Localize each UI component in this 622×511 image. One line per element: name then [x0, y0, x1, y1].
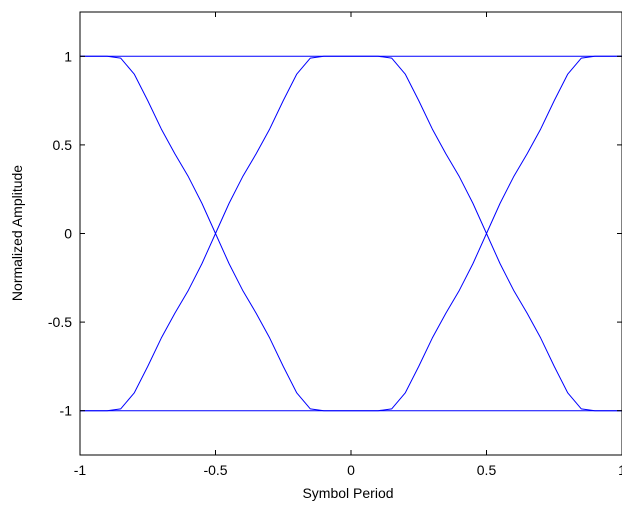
- x-axis-label: Symbol Period: [302, 485, 393, 501]
- y-tick-label: 0: [64, 226, 72, 242]
- x-tick-label: 0: [347, 462, 355, 478]
- x-tick-label: -1: [74, 462, 87, 478]
- x-tick-label: -0.5: [203, 462, 227, 478]
- y-tick-label: -1: [60, 403, 73, 419]
- x-tick-label: 0.5: [477, 462, 497, 478]
- y-tick-label: 0.5: [53, 137, 73, 153]
- series-layer: [80, 55, 622, 412]
- plot-background: [80, 12, 622, 455]
- tick-layer: -1 -0.5 0 0.5 1 -1 -0.5 0 0.5 1: [48, 12, 622, 478]
- y-tick-label: -0.5: [48, 314, 72, 330]
- y-tick-label: 1: [64, 48, 72, 64]
- y-axis-label: Normalized Amplitude: [9, 165, 25, 301]
- x-tick-label: 1: [618, 462, 622, 478]
